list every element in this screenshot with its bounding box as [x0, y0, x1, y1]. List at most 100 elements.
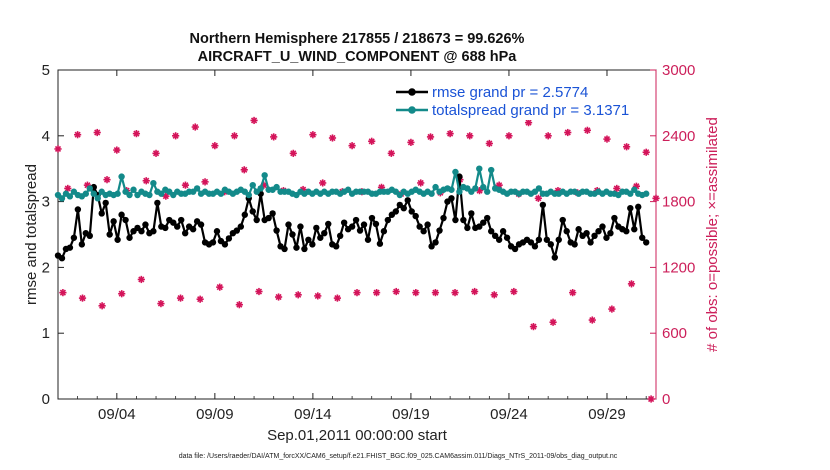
series-rmse-point	[138, 228, 145, 235]
series-rmse-point	[452, 216, 459, 224]
series-rmse-point	[440, 214, 447, 222]
series-rmse-point	[162, 224, 169, 232]
series-rmse-point	[336, 232, 344, 240]
obs-marker-stroke	[295, 291, 302, 298]
series-rmse-point	[348, 223, 356, 230]
obs-marker-stroke	[505, 132, 513, 139]
series-totalspread-point	[150, 179, 157, 187]
obs-count-low-point	[176, 294, 185, 302]
series-totalspread-point	[487, 166, 495, 174]
x-tick-label: 09/29	[588, 406, 626, 423]
obs-marker-stroke	[491, 291, 498, 298]
series-totalspread-point	[480, 183, 487, 191]
series-totalspread-point	[428, 190, 435, 197]
series-totalspread-point	[90, 190, 97, 197]
obs-marker-stroke	[584, 127, 591, 134]
legend-rmse-label: rmse grand pr = 2.5774	[432, 84, 588, 101]
obs-count-low-point	[510, 287, 518, 296]
obs-marker-stroke	[74, 131, 81, 138]
series-totalspread-point	[94, 195, 101, 202]
series-rmse-point	[583, 229, 590, 237]
series-rmse-point	[102, 199, 109, 207]
obs-marker-stroke	[290, 150, 297, 157]
series-totalspread-point	[257, 185, 264, 192]
obs-count-00z-point	[524, 119, 533, 127]
chart-title: Northern Hemisphere 217855 / 218673 = 99…	[190, 31, 525, 47]
obs-count-low-point	[569, 289, 577, 297]
obs-marker-stroke	[652, 195, 660, 202]
obs-marker-stroke	[99, 302, 106, 309]
obs-count-00z-point	[485, 139, 493, 148]
obs-count-00z-point	[348, 142, 356, 150]
series-rmse-point	[352, 216, 360, 224]
obs-marker-stroke	[334, 295, 341, 302]
series-rmse-point	[253, 216, 260, 224]
series-totalspread-point	[158, 190, 165, 197]
obs-count-low-point	[294, 291, 302, 299]
obs-marker-stroke	[236, 301, 243, 308]
obs-marker-stroke	[393, 288, 400, 295]
series-totalspread-point	[66, 193, 74, 200]
series-rmse-point	[221, 241, 229, 248]
obs-count-00z-point	[426, 133, 435, 141]
y-right-tick-label: 1800	[662, 194, 695, 211]
series-rmse-point	[376, 240, 384, 247]
series-rmse-point	[627, 204, 634, 212]
series-rmse-point	[484, 214, 491, 222]
obs-marker-stroke	[157, 300, 165, 307]
obs-count-low-point	[216, 283, 224, 291]
obs-count-12z-point	[142, 177, 150, 185]
y-left-tick-label: 1	[42, 325, 50, 342]
obs-marker-stroke	[589, 316, 596, 324]
obs-marker-stroke	[447, 130, 454, 137]
series-rmse-point	[571, 241, 578, 248]
x-tick-label: 09/24	[490, 406, 528, 423]
series-rmse-point	[424, 221, 431, 228]
series-totalspread-point	[249, 181, 256, 189]
series-rmse-point	[325, 220, 332, 228]
obs-count-00z-point	[270, 133, 278, 141]
series-rmse-point	[321, 229, 328, 237]
y-left-tick-label: 0	[42, 391, 50, 408]
obs-count-12z-point	[652, 194, 660, 202]
series-totalspread-point	[476, 165, 483, 172]
y-right-tick-label: 0	[662, 391, 670, 408]
obs-marker-stroke	[201, 178, 209, 185]
series-rmse-point	[142, 221, 149, 228]
obs-count-00z-point	[505, 132, 513, 140]
series-rmse-point	[408, 208, 415, 215]
series-totalspread-point	[130, 186, 137, 193]
obs-count-low-point	[549, 318, 557, 326]
obs-count-00z-point	[622, 143, 631, 151]
obs-count-00z-point	[309, 131, 317, 139]
series-rmse-point	[122, 216, 129, 224]
obs-marker-stroke	[275, 293, 282, 301]
obs-marker-stroke	[510, 288, 517, 295]
y-left-tick-label: 3	[42, 194, 50, 211]
series-rmse-point	[98, 210, 105, 217]
obs-count-low-point	[627, 280, 636, 288]
series-rmse-point	[281, 245, 288, 253]
obs-marker-stroke	[564, 129, 571, 136]
series-totalspread-point	[86, 185, 93, 192]
series-rmse-point	[587, 239, 594, 246]
obs-marker-stroke	[162, 193, 169, 200]
obs-marker-stroke	[368, 138, 375, 145]
obs-count-00z-point	[93, 128, 101, 137]
series-rmse-point	[432, 239, 439, 246]
y-right-tick-label: 1200	[662, 259, 695, 276]
obs-count-00z-point	[54, 145, 62, 153]
obs-marker-stroke	[417, 179, 424, 187]
series-rmse-point	[154, 199, 161, 207]
obs-count-00z-point	[172, 132, 180, 140]
series-rmse-point	[384, 216, 392, 224]
series-rmse-point	[225, 235, 233, 242]
series-rmse-point	[503, 234, 511, 241]
series-rmse-point	[416, 223, 423, 230]
x-axis-ticks: 09/04 09/09 09/14 09/19 09/24 09/29	[77, 70, 647, 423]
series-totalspread-point	[627, 190, 634, 197]
series-rmse-point	[635, 203, 642, 211]
series-lines	[54, 165, 650, 262]
series-totalspread-point	[217, 190, 225, 197]
